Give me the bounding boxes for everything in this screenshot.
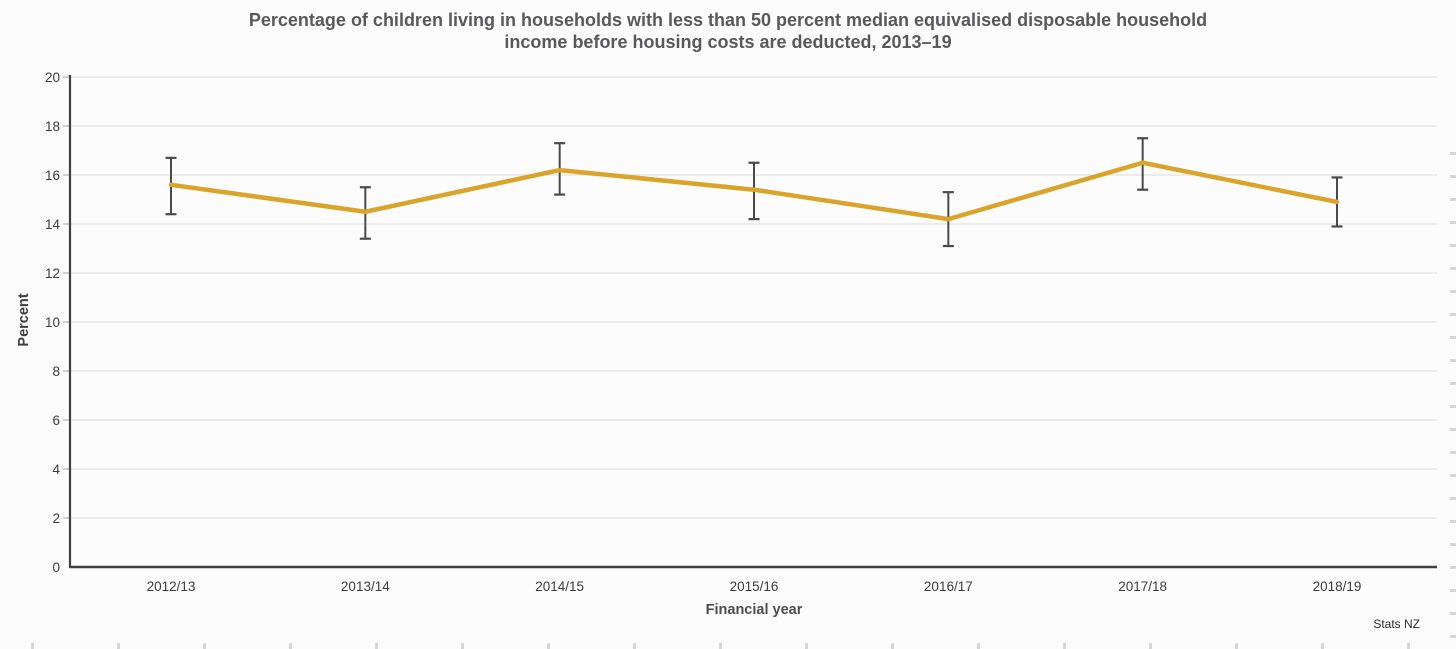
bottom-edge-marks: [0, 643, 1456, 649]
y-tick-label: 4: [52, 462, 60, 477]
x-tick-label: 2015/16: [730, 579, 779, 594]
chart-title-line-2: income before housing costs are deducted…: [504, 32, 952, 52]
y-tick-label: 8: [52, 364, 60, 379]
y-axis-title: Percent: [16, 293, 32, 347]
y-tick-label: 6: [52, 413, 60, 428]
chart-title: Percentage of children living in househo…: [0, 9, 1456, 53]
x-tick-label: 2013/14: [341, 579, 390, 594]
x-axis-title: Financial year: [705, 602, 803, 618]
y-tick-label: 14: [45, 217, 61, 232]
x-tick-label: 2017/18: [1118, 579, 1167, 594]
y-tick-label: 0: [52, 560, 60, 575]
x-tick-label: 2018/19: [1313, 579, 1362, 594]
y-tick-label: 10: [45, 315, 60, 330]
y-tick-label: 2: [52, 511, 60, 526]
y-tick-label: 16: [45, 168, 60, 183]
chart-title-line-1: Percentage of children living in househo…: [248, 10, 1208, 30]
x-tick-label: 2012/13: [147, 579, 196, 594]
right-edge-marks: [1450, 134, 1456, 649]
y-tick-label: 12: [45, 266, 60, 281]
x-tick-label: 2016/17: [924, 579, 973, 594]
source-attribution: Stats NZ: [1373, 617, 1420, 631]
y-tick-label: 20: [45, 70, 60, 85]
y-tick-label: 18: [45, 119, 60, 134]
data-line: [168, 160, 1340, 222]
x-tick-label: 2014/15: [535, 579, 584, 594]
